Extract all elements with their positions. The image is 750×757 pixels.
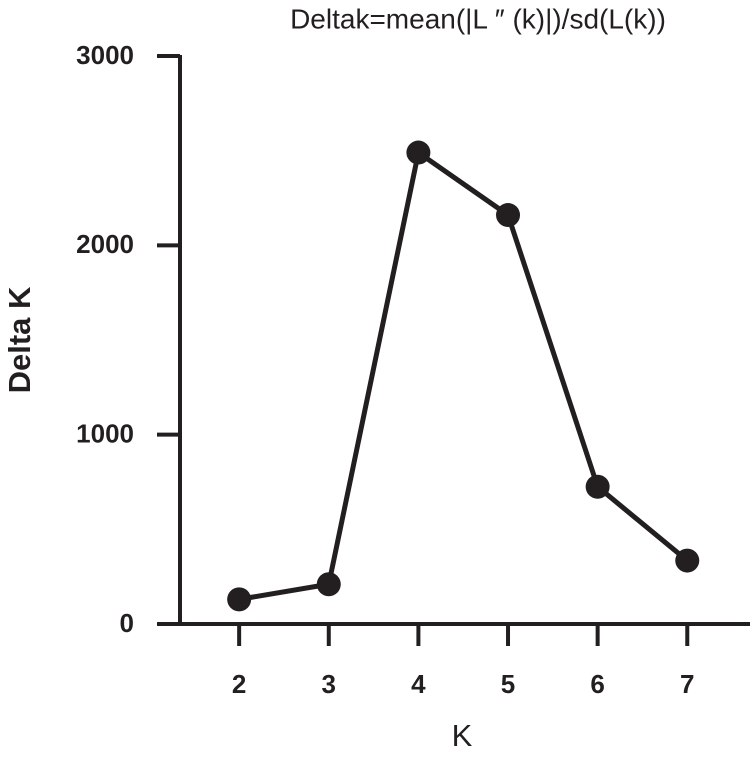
x-tick-label: 5 (501, 669, 515, 699)
x-tick-label: 7 (680, 669, 694, 699)
x-tick-label: 3 (322, 669, 336, 699)
line (238, 150, 689, 602)
x-tick-label: 6 (590, 669, 604, 699)
chart-title: Deltak=mean(|L ″ (k)|)/sd(L(k)) (290, 3, 666, 34)
point (227, 587, 252, 612)
y-tick-label: 2000 (76, 229, 134, 259)
y-axis-label: Delta K (2, 286, 37, 393)
point (316, 572, 341, 597)
x-tick-label: 2 (232, 669, 246, 699)
point (585, 474, 610, 499)
point (496, 203, 521, 228)
y-tick-label: 0 (120, 608, 134, 638)
x-tick-label: 4 (411, 669, 426, 699)
y-tick-label: 1000 (76, 419, 134, 449)
point (675, 548, 700, 573)
point (406, 140, 431, 165)
x-axis-label: K (452, 718, 473, 753)
y-tick-label: 3000 (76, 40, 134, 70)
